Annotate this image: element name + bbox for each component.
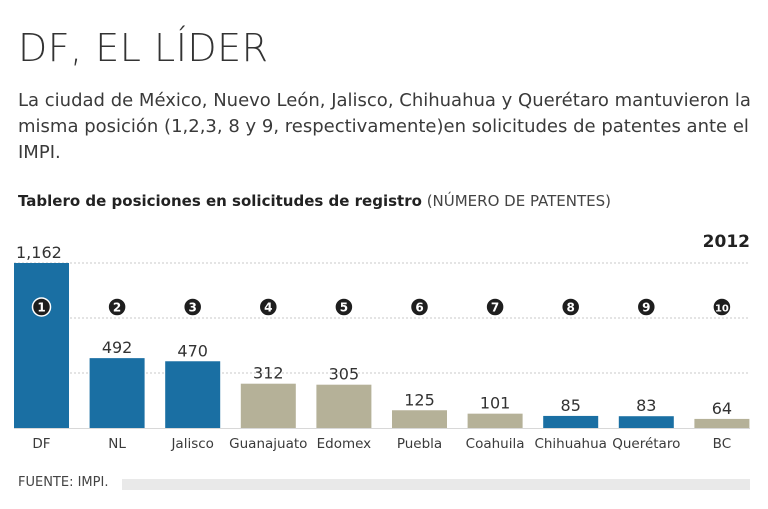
rank-number: 2 [113,301,121,315]
rank-number: 9 [642,301,650,315]
category-label: Edomex [317,436,372,452]
subtitle: La ciudad de México, Nuevo León, Jalisco… [18,90,751,163]
value-label: 101 [480,394,511,413]
labels: 1,162 1 DF 492 2 NL 470 3 Jalisco 312 4 Guanajuato 3… [16,243,732,452]
category-label: Guanajuato [229,436,307,452]
bar-df [14,263,69,428]
category-label: DF [32,436,50,452]
bar-edomex [316,384,372,428]
rank-number: 8 [567,301,575,315]
rank-badge [182,297,203,317]
bar-nl [89,358,145,428]
value-label: 470 [177,341,208,360]
value-label: 305 [329,365,360,384]
category-label: Querétaro [612,436,680,452]
source-label: FUENTE: IMPI. [18,475,109,490]
chart-heading: Tablero de posiciones en solicitudes de … [18,192,611,210]
year-label: 2012 [703,232,750,252]
value-label: 83 [636,396,656,415]
rank-number: 3 [189,301,197,315]
value-label: 85 [561,396,581,415]
bar-puebla [392,410,447,428]
category-label: Jalisco [170,436,213,452]
bar-chart: 1,162 1 DF 492 2 NL 470 3 Jalisco 312 4 Guanajuato 3… [14,232,750,452]
category-label: Puebla [397,436,442,452]
bars [14,263,750,428]
rank-number: 10 [715,304,729,315]
category-label: Coahuila [466,436,525,452]
bar-jalisco [165,361,221,428]
value-label: 1,162 [16,243,62,262]
source-divider [122,479,750,490]
category-label: Chihuahua [534,436,607,452]
category-label: NL [108,436,126,452]
rank-number: 7 [491,301,499,315]
rank-badge [409,297,430,317]
rank-badge [485,297,505,317]
rank-badge [560,297,581,317]
rank-number: 5 [340,301,348,315]
page-title: DF, EL LÍDER [18,26,269,70]
value-label: 125 [404,390,435,409]
bar-chihuahua [543,415,599,428]
chart-heading-units: (NÚMERO DE PATENTES) [426,192,612,210]
bar-guanajuato [240,383,296,428]
value-label: 492 [102,338,133,357]
rank-number: 1 [37,301,45,315]
rank-number: 6 [415,301,423,315]
bar-querétaro [618,416,674,428]
rank-badge [712,297,732,317]
value-label: 312 [253,364,284,383]
rank-badge [636,297,657,317]
rank-badge [258,297,279,317]
rank-badge [107,297,127,317]
category-label: BC [713,436,731,452]
chart-heading-main: Tablero de posiciones en solicitudes de … [18,192,422,210]
rank-badge [334,297,354,317]
rank-number: 4 [264,301,272,315]
value-label: 64 [712,399,732,418]
grid-lines [14,262,750,429]
bar-bc [694,418,750,428]
bar-coahuila [467,413,523,428]
rank-badge [31,297,52,317]
